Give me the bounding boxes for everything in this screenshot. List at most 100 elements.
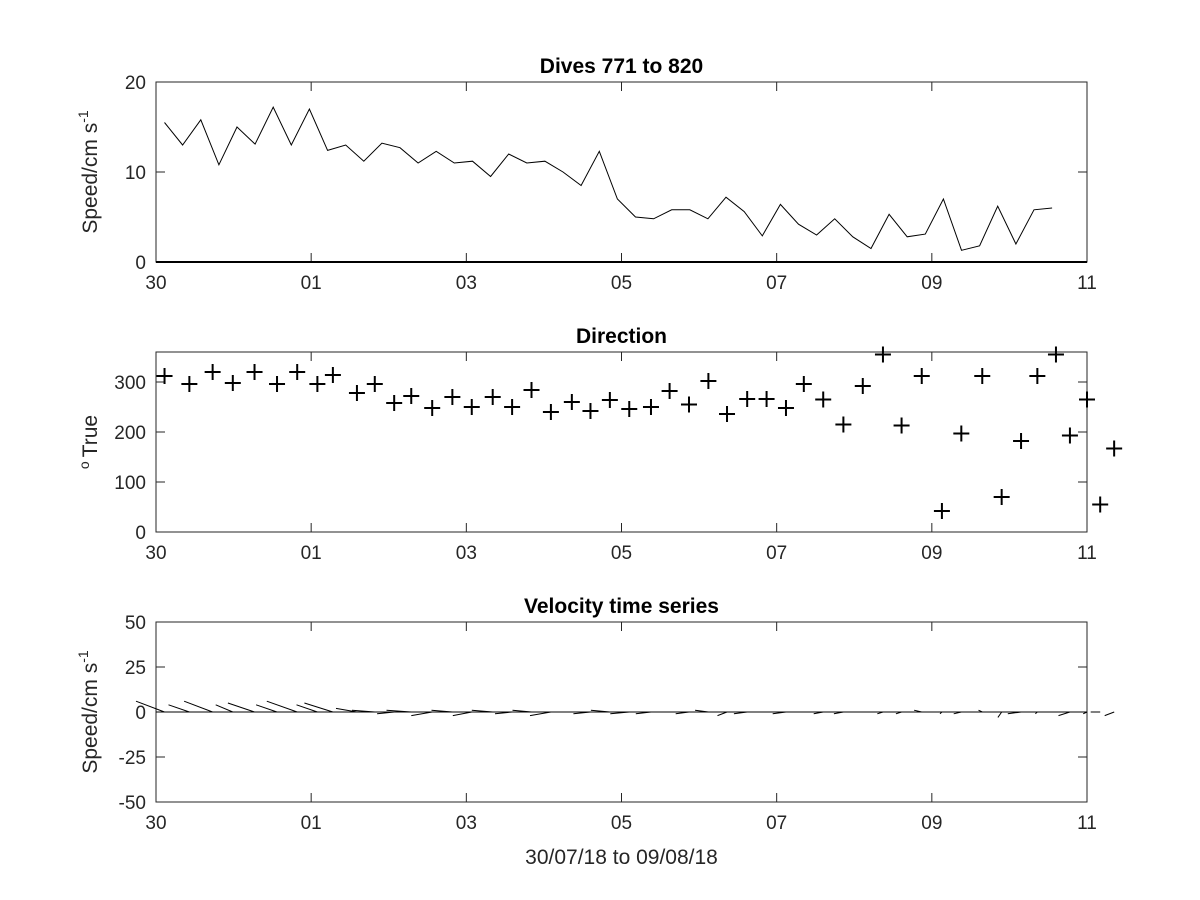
direction-point — [621, 401, 638, 417]
direction-point — [181, 376, 198, 392]
velocity-stick — [1058, 711, 1071, 717]
chart-title: Velocity time series — [524, 595, 719, 618]
y-axis-label-main: Speed/cm s — [79, 123, 102, 234]
x-tick-label: 07 — [766, 543, 787, 564]
direction-point — [974, 368, 991, 384]
x-tick-label: 05 — [611, 813, 632, 834]
chart-title: Dives 771 to 820 — [540, 55, 703, 78]
direction-point — [563, 394, 580, 410]
velocity-stick — [529, 711, 551, 717]
direction-point — [642, 399, 659, 415]
direction-point — [1029, 368, 1046, 384]
x-tick-label: 11 — [1077, 813, 1097, 834]
velocity-stick — [377, 711, 395, 715]
direction-point — [1061, 427, 1078, 444]
velocity-stick — [255, 704, 278, 713]
direction-point — [1079, 391, 1095, 408]
y-tick-label: 100 — [114, 473, 146, 494]
direction-point — [204, 364, 221, 380]
velocity-stick — [573, 711, 591, 715]
x-tick-label: 01 — [301, 813, 322, 834]
velocity-stick — [386, 709, 412, 713]
direction-point — [815, 391, 832, 408]
direction-point — [484, 389, 501, 405]
direction-point — [893, 417, 910, 434]
x-tick-label: 05 — [611, 273, 632, 294]
direction-point — [366, 376, 383, 392]
velocity-stick — [590, 709, 610, 713]
velocity-stick — [168, 704, 190, 713]
velocity-stick — [1082, 711, 1088, 715]
direction-point — [777, 400, 794, 416]
direction-point — [523, 382, 540, 398]
direction-point — [933, 503, 950, 519]
x-tick-label: 09 — [921, 813, 942, 834]
direction-point — [504, 399, 521, 415]
direction-point — [758, 391, 775, 407]
y-axis-label-main: True — [79, 415, 102, 457]
y-axis-label-sup: o — [76, 461, 92, 469]
y-tick-label: -50 — [119, 793, 146, 814]
x-tick-label: 03 — [456, 813, 477, 834]
y-tick-label: 20 — [125, 73, 146, 94]
x-tick-label: 03 — [456, 543, 477, 564]
velocity-stick — [452, 711, 472, 717]
velocity-stick — [717, 711, 728, 717]
direction-point — [661, 383, 678, 399]
direction-point — [424, 400, 441, 416]
velocity-stick — [877, 711, 884, 715]
velocity-stick — [1035, 711, 1038, 715]
direction-point — [309, 376, 326, 392]
x-tick-label: 05 — [611, 543, 632, 564]
x-axis-label: 30/07/18 to 09/08/18 — [525, 846, 718, 869]
y-tick-label: 10 — [125, 163, 146, 184]
velocity-stick — [813, 711, 824, 715]
velocity-stick — [335, 707, 357, 713]
y-tick-label: 300 — [114, 373, 146, 394]
velocity-stick — [695, 709, 709, 713]
speed-series-line — [164, 106, 1053, 251]
velocity-stick — [733, 711, 748, 715]
y-tick-label: 0 — [135, 253, 146, 274]
velocity-stick — [978, 709, 983, 713]
y-axis-label-main: Speed/cm s — [79, 663, 102, 774]
velocity-stick — [997, 711, 1003, 718]
direction-point — [348, 385, 365, 401]
direction-point — [953, 425, 970, 442]
velocity-stick — [304, 702, 334, 713]
direction-point — [1013, 433, 1030, 449]
axes-box — [155, 81, 1088, 263]
direction-point — [1092, 496, 1109, 513]
y-tick-label: 200 — [114, 423, 146, 444]
x-tick-label: 01 — [301, 273, 322, 294]
x-tick-label: 11 — [1077, 273, 1097, 294]
direction-point — [680, 396, 697, 413]
velocity-stick — [833, 711, 844, 715]
direction-point — [719, 406, 736, 422]
velocity-stick — [913, 709, 922, 713]
direction-point — [993, 489, 1010, 505]
velocity-stick — [675, 711, 690, 715]
direction-point — [224, 375, 241, 391]
y-axis-label: o True — [76, 415, 102, 469]
x-tick-label: 03 — [456, 273, 477, 294]
x-tick-label: 09 — [921, 543, 942, 564]
velocity-stick — [183, 700, 213, 713]
x-tick-label: 07 — [766, 273, 787, 294]
velocity-stick — [494, 711, 513, 715]
x-tick-label: 30 — [145, 273, 166, 294]
speed-panel: Dives 771 to 820 30 01 03 05 07 09 11 0 10 20 Speed… — [75, 55, 1097, 294]
velocity-stick — [227, 702, 255, 713]
y-tick-label: 0 — [135, 523, 146, 544]
direction-point — [444, 389, 461, 405]
velocity-stick — [431, 709, 453, 713]
direction-point — [269, 376, 286, 392]
x-tick-label: 07 — [766, 813, 787, 834]
direction-point — [324, 367, 341, 383]
velocity-stick — [635, 711, 652, 715]
direction-point — [739, 391, 756, 407]
direction-point — [289, 364, 306, 380]
velocity-stick — [939, 711, 943, 715]
direction-point — [835, 416, 852, 433]
